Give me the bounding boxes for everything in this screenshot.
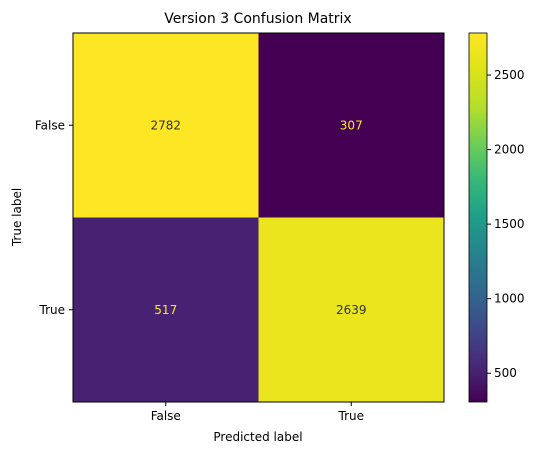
- y-axis-ticks: False True: [35, 118, 73, 317]
- matrix-frame: [72, 32, 445, 403]
- x-tick-label: True: [338, 409, 365, 423]
- cell-value-label: 307: [340, 118, 363, 132]
- colorbar-ticks: 500 1000 1500 2000 2500: [487, 68, 525, 380]
- x-axis-label: Predicted label: [213, 430, 302, 444]
- y-axis-label: True label: [10, 188, 24, 247]
- chart-title: Version 3 Confusion Matrix: [164, 11, 351, 27]
- colorbar-tick-label: 2000: [494, 143, 525, 157]
- cell-value-label: 517: [154, 303, 177, 317]
- cell-value-label: 2639: [336, 303, 367, 317]
- y-tick-label: True: [39, 303, 66, 317]
- colorbar-tick-label: 500: [494, 366, 517, 380]
- colorbar: [468, 32, 488, 403]
- matrix-cell: [73, 33, 259, 218]
- x-tick-label: False: [151, 409, 181, 423]
- colorbar-tick-label: 2500: [494, 68, 525, 82]
- matrix-cells: 2782 307 517 2639: [73, 33, 445, 403]
- x-axis-ticks: False True: [151, 402, 364, 423]
- colorbar-tick-label: 1000: [494, 292, 525, 306]
- matrix-cell: [73, 217, 259, 403]
- colorbar-tick-label: 1500: [494, 217, 525, 231]
- matrix-cell: [258, 217, 445, 403]
- cell-value-label: 2782: [150, 118, 181, 132]
- y-tick-label: False: [35, 118, 65, 132]
- matrix-cell: [258, 33, 445, 218]
